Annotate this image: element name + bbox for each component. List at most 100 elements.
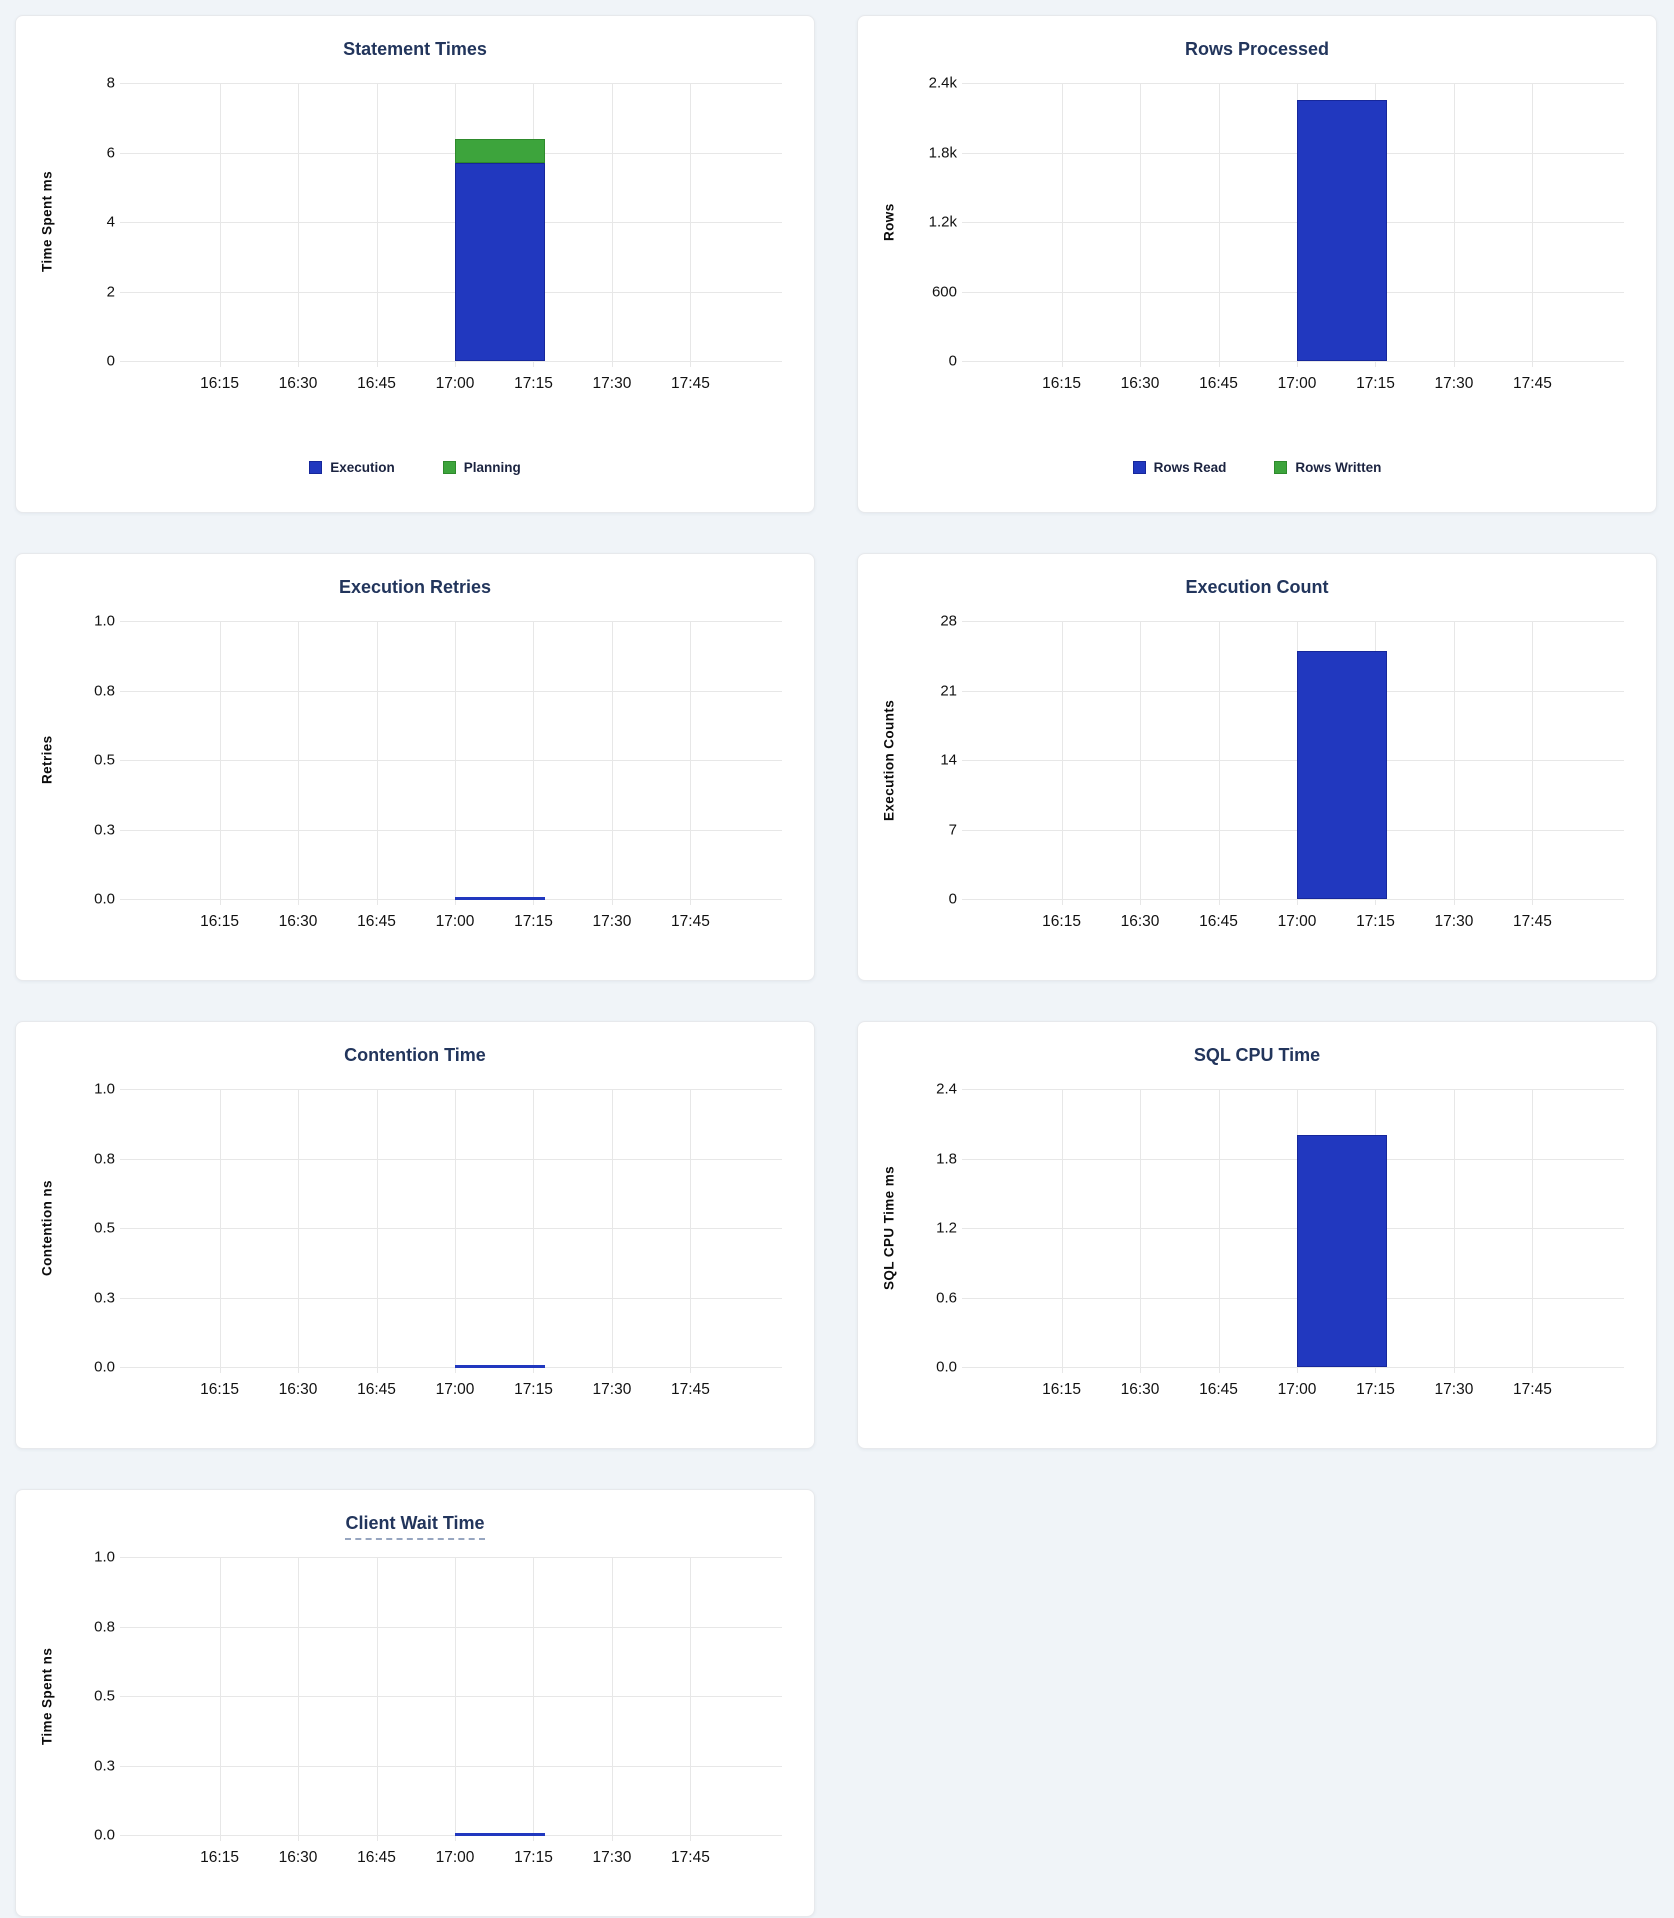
gridline-horizontal — [962, 1228, 1624, 1229]
x-tick-label: 17:00 — [435, 375, 475, 392]
gridline-vertical — [455, 1557, 456, 1841]
gridline-vertical — [298, 1557, 300, 1841]
x-tick-label: 16:45 — [357, 913, 396, 930]
chart-plot-area[interactable]: 2.4k 1.8k 1.2k 600 0 16:15 16:30 16:45 17:00 17:1… — [929, 76, 1624, 391]
gridline-horizontal — [120, 1765, 782, 1767]
x-tick-label: 17:45 — [1513, 913, 1552, 930]
chart-plot-area[interactable]: 1.0 0.8 0.5 0.3 0.0 16:15 16:30 16:45 17:00 17:15… — [94, 614, 782, 929]
bar-segment-rows-read — [1297, 100, 1388, 361]
gridline-vertical — [1140, 621, 1142, 905]
gridline-horizontal — [120, 291, 782, 293]
gridline-horizontal — [120, 829, 782, 831]
x-tick-label: 17:00 — [435, 913, 475, 930]
gridline-vertical — [219, 1089, 221, 1373]
chart-title: Execution Count — [1185, 577, 1329, 597]
gridline-horizontal — [120, 1158, 782, 1160]
y-tick-label: 0.3 — [94, 821, 115, 838]
gridline-vertical — [1532, 621, 1534, 905]
x-tick-label: 17:15 — [1356, 1381, 1395, 1398]
zero-value-line — [455, 897, 546, 900]
x-tick-label: 17:45 — [671, 913, 710, 930]
x-tick-label: 16:30 — [278, 1849, 318, 1866]
x-tick-label: 16:30 — [1120, 375, 1160, 392]
gridline-vertical — [1140, 1089, 1142, 1373]
chart-plot-area[interactable]: 28 21 14 7 0 16:15 16:30 16:45 17:00 17:15 17:30 17… — [940, 614, 1624, 929]
y-tick-label: 1.0 — [94, 612, 115, 630]
gridline-horizontal — [962, 291, 1624, 293]
gridline-vertical — [1453, 621, 1455, 905]
gridline-horizontal — [120, 1835, 782, 1836]
gridline-horizontal — [120, 760, 782, 761]
y-tick-label: 28 — [940, 612, 957, 630]
gridline-vertical — [376, 621, 378, 905]
x-tick-label: 17:00 — [435, 1381, 475, 1398]
gridline-vertical — [1218, 621, 1220, 905]
bar-segment-execution-count — [1297, 650, 1388, 899]
x-tick-label: 17:45 — [1513, 1381, 1552, 1398]
y-axis-label: Contention ns — [39, 1180, 55, 1276]
y-axis-label: Retries — [39, 735, 55, 785]
x-tick-label: 17:00 — [1277, 375, 1317, 392]
y-tick-label: 4 — [106, 213, 115, 231]
gridline-vertical — [690, 83, 692, 367]
y-tick-label: 0 — [948, 890, 957, 908]
x-tick-label: 17:30 — [592, 1381, 632, 1398]
gridline-vertical — [1453, 1089, 1455, 1373]
tooltip-underlined-title[interactable]: Client Wait Time — [345, 1513, 485, 1540]
x-tick-label: 16:45 — [357, 1381, 396, 1398]
y-axis-label: Execution Counts — [881, 699, 897, 821]
gridline-horizontal — [120, 222, 782, 223]
y-tick-label: 1.0 — [94, 1548, 115, 1566]
x-tick-label: 17:30 — [592, 1849, 632, 1866]
y-axis-label: SQL CPU Time ms — [881, 1165, 897, 1291]
x-tick-label: 17:15 — [514, 1849, 553, 1866]
gridline-vertical — [376, 83, 378, 367]
chart-card-statement-times: Statement Times Time Spent ms 8 6 4 2 0 16:15… — [15, 15, 815, 513]
y-tick-label: 0.5 — [94, 1687, 115, 1705]
gridline-horizontal — [120, 361, 782, 362]
gridline-vertical — [219, 1557, 221, 1841]
x-tick-label: 16:15 — [1042, 375, 1081, 392]
gridline-horizontal — [962, 1297, 1624, 1299]
gridline-vertical — [533, 1557, 535, 1841]
gridline-vertical — [219, 83, 221, 367]
x-tick-label: 17:15 — [514, 375, 553, 392]
x-tick-label: 16:15 — [200, 1849, 239, 1866]
x-tick-label: 17:30 — [1434, 375, 1474, 392]
chart-plot-area[interactable]: 1.0 0.8 0.5 0.3 0.0 16:15 16:30 16:45 17:00 17:15… — [94, 1082, 782, 1397]
y-tick-label: 0.8 — [94, 682, 115, 699]
y-axis-label: Time Spent ms — [39, 171, 55, 273]
y-axis-label: Time Spent ns — [39, 1647, 55, 1745]
y-tick-label: 6 — [106, 144, 115, 161]
gridline-horizontal — [962, 1367, 1624, 1368]
chart-plot-area[interactable]: 2.4 1.8 1.2 0.6 0.0 16:15 16:30 16:45 17:00 17:15… — [936, 1082, 1624, 1397]
x-tick-label: 17:30 — [1434, 913, 1474, 930]
y-tick-label: 600 — [931, 283, 957, 300]
chart-legend: Rows Read Rows Written — [858, 460, 1656, 475]
y-tick-label: 1.8k — [928, 144, 957, 161]
chart-title: Rows Processed — [1184, 39, 1330, 59]
gridline-vertical — [533, 621, 535, 905]
y-tick-label: 0.5 — [94, 751, 115, 769]
gridline-vertical — [1061, 83, 1063, 367]
x-tick-label: 17:45 — [671, 1849, 710, 1866]
gridline-horizontal — [120, 621, 782, 622]
gridline-horizontal — [120, 152, 782, 154]
gridline-horizontal — [120, 1367, 782, 1368]
x-tick-label: 17:00 — [435, 1849, 475, 1866]
gridline-vertical — [611, 1089, 613, 1373]
gridline-horizontal — [120, 1626, 782, 1628]
x-tick-label: 16:45 — [357, 375, 396, 392]
gridline-horizontal — [962, 152, 1624, 154]
y-tick-label: 2.4k — [928, 74, 957, 92]
bar-segment-planning — [455, 138, 546, 163]
x-tick-label: 16:30 — [278, 1381, 318, 1398]
gridline-horizontal — [962, 1089, 1624, 1090]
chart-plot-area[interactable]: 1.0 0.8 0.5 0.3 0.0 16:15 16:30 16:45 17:00 17:15… — [94, 1550, 782, 1865]
y-tick-label: 0 — [948, 352, 957, 370]
legend-label: Rows Written — [1295, 460, 1382, 475]
gridline-horizontal — [120, 83, 782, 84]
chart-plot-area[interactable]: 8 6 4 2 0 16:15 16:30 16:45 17:00 17:15 17:30 17:45 — [107, 76, 782, 391]
gridline-vertical — [298, 621, 300, 905]
gridline-vertical — [611, 83, 613, 367]
